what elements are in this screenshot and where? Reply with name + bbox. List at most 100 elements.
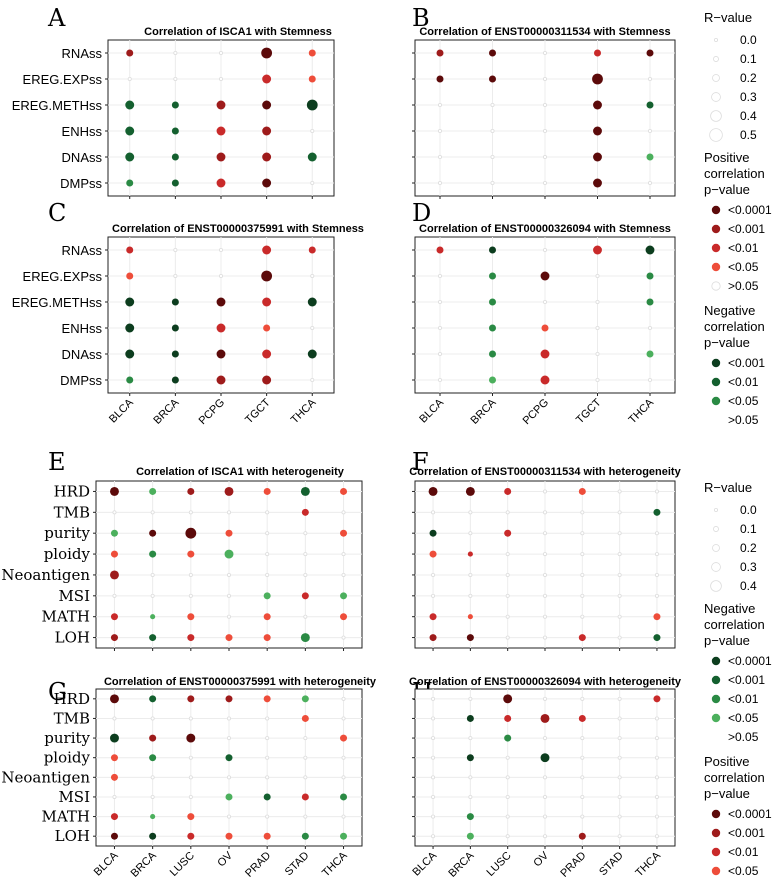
row-label: ploidy: [44, 749, 91, 767]
data-point: [543, 696, 548, 701]
legend-group-title: Positive: [704, 150, 750, 165]
row-label: ENHss: [62, 124, 103, 139]
data-point: [648, 77, 653, 82]
data-point: [187, 695, 195, 703]
data-point: [580, 696, 585, 701]
data-point: [594, 49, 601, 57]
data-point: [654, 834, 659, 839]
row-label: Neoantigen: [1, 566, 90, 584]
data-point: [225, 832, 233, 840]
legend-color-label: <0.05: [728, 260, 759, 274]
row-label: purity: [44, 729, 90, 747]
data-point: [150, 614, 156, 620]
legend-size-label: 0.0: [740, 33, 757, 47]
data-point: [262, 375, 272, 385]
col-label: BRCA: [469, 396, 500, 427]
data-point: [437, 325, 442, 330]
data-point: [490, 154, 495, 159]
data-point: [595, 325, 600, 330]
data-point: [225, 634, 233, 642]
data-point: [340, 793, 348, 801]
legend-color-label: <0.001: [728, 826, 765, 840]
data-point: [110, 529, 118, 537]
data-point: [466, 832, 474, 840]
data-point: [490, 103, 495, 108]
data-point: [645, 245, 655, 255]
data-point: [505, 635, 510, 640]
data-point: [110, 486, 119, 496]
legend-size-circle: [712, 74, 720, 82]
data-point: [262, 178, 272, 188]
data-point: [171, 298, 179, 306]
row-label: TMB: [54, 709, 90, 727]
row-label: EREG.EXPss: [23, 269, 103, 284]
data-point: [428, 486, 438, 496]
col-label: STAD: [283, 850, 312, 879]
data-point: [150, 716, 155, 721]
data-point: [504, 529, 512, 537]
data-point: [540, 271, 550, 281]
data-point: [648, 128, 653, 133]
data-point: [646, 101, 654, 109]
data-point: [505, 814, 510, 819]
data-point: [489, 246, 496, 254]
legend-color-circle: [711, 828, 721, 838]
legend-color-label: <0.001: [728, 356, 765, 370]
data-point: [431, 755, 436, 760]
data-point: [171, 179, 179, 187]
data-point: [543, 51, 548, 56]
data-point: [263, 324, 271, 332]
data-point: [308, 75, 316, 83]
data-point: [303, 736, 308, 741]
legend-color-label: >0.05: [728, 730, 759, 744]
data-point: [431, 572, 436, 577]
data-point: [429, 529, 437, 537]
legend-color-circle: [711, 262, 721, 272]
data-point: [436, 75, 444, 83]
data-point: [224, 549, 234, 559]
data-point: [646, 350, 654, 358]
row-label: TMB: [54, 503, 90, 521]
data-point: [490, 180, 495, 185]
data-point: [225, 754, 233, 762]
data-point: [150, 572, 155, 577]
row-label: ENHss: [62, 321, 103, 336]
data-point: [543, 572, 548, 577]
legend-color-label: >0.05: [728, 279, 759, 293]
data-point: [617, 572, 622, 577]
legend-group-title: correlation: [704, 770, 765, 785]
data-point: [340, 487, 348, 495]
data-point: [437, 351, 442, 356]
data-point: [187, 487, 195, 495]
legend-group-title: correlation: [704, 617, 765, 632]
row-label: Neoantigen: [1, 768, 90, 786]
data-point: [540, 713, 550, 723]
data-point: [301, 793, 309, 801]
data-point: [489, 298, 496, 306]
data-point: [653, 634, 661, 642]
data-point: [580, 814, 585, 819]
col-label: THCA: [633, 849, 663, 879]
data-point: [341, 755, 346, 760]
data-point: [300, 633, 310, 643]
legend-size-circle: [709, 128, 723, 142]
data-point: [489, 376, 496, 384]
col-label: BLCA: [107, 396, 136, 425]
col-label: TGCT: [243, 396, 273, 426]
legend-color-circle: [711, 396, 721, 406]
data-point: [578, 714, 586, 722]
data-point: [617, 635, 622, 640]
data-point: [654, 736, 659, 741]
data-point: [262, 245, 272, 255]
data-point: [303, 614, 308, 619]
data-point: [149, 754, 157, 762]
legend-size-circle: [714, 507, 719, 512]
data-point: [489, 49, 496, 57]
data-point: [301, 832, 309, 840]
data-point: [340, 832, 348, 840]
data-point: [216, 349, 226, 359]
data-point: [543, 247, 548, 252]
data-point: [503, 694, 513, 704]
legend-color-circle: [711, 224, 721, 234]
